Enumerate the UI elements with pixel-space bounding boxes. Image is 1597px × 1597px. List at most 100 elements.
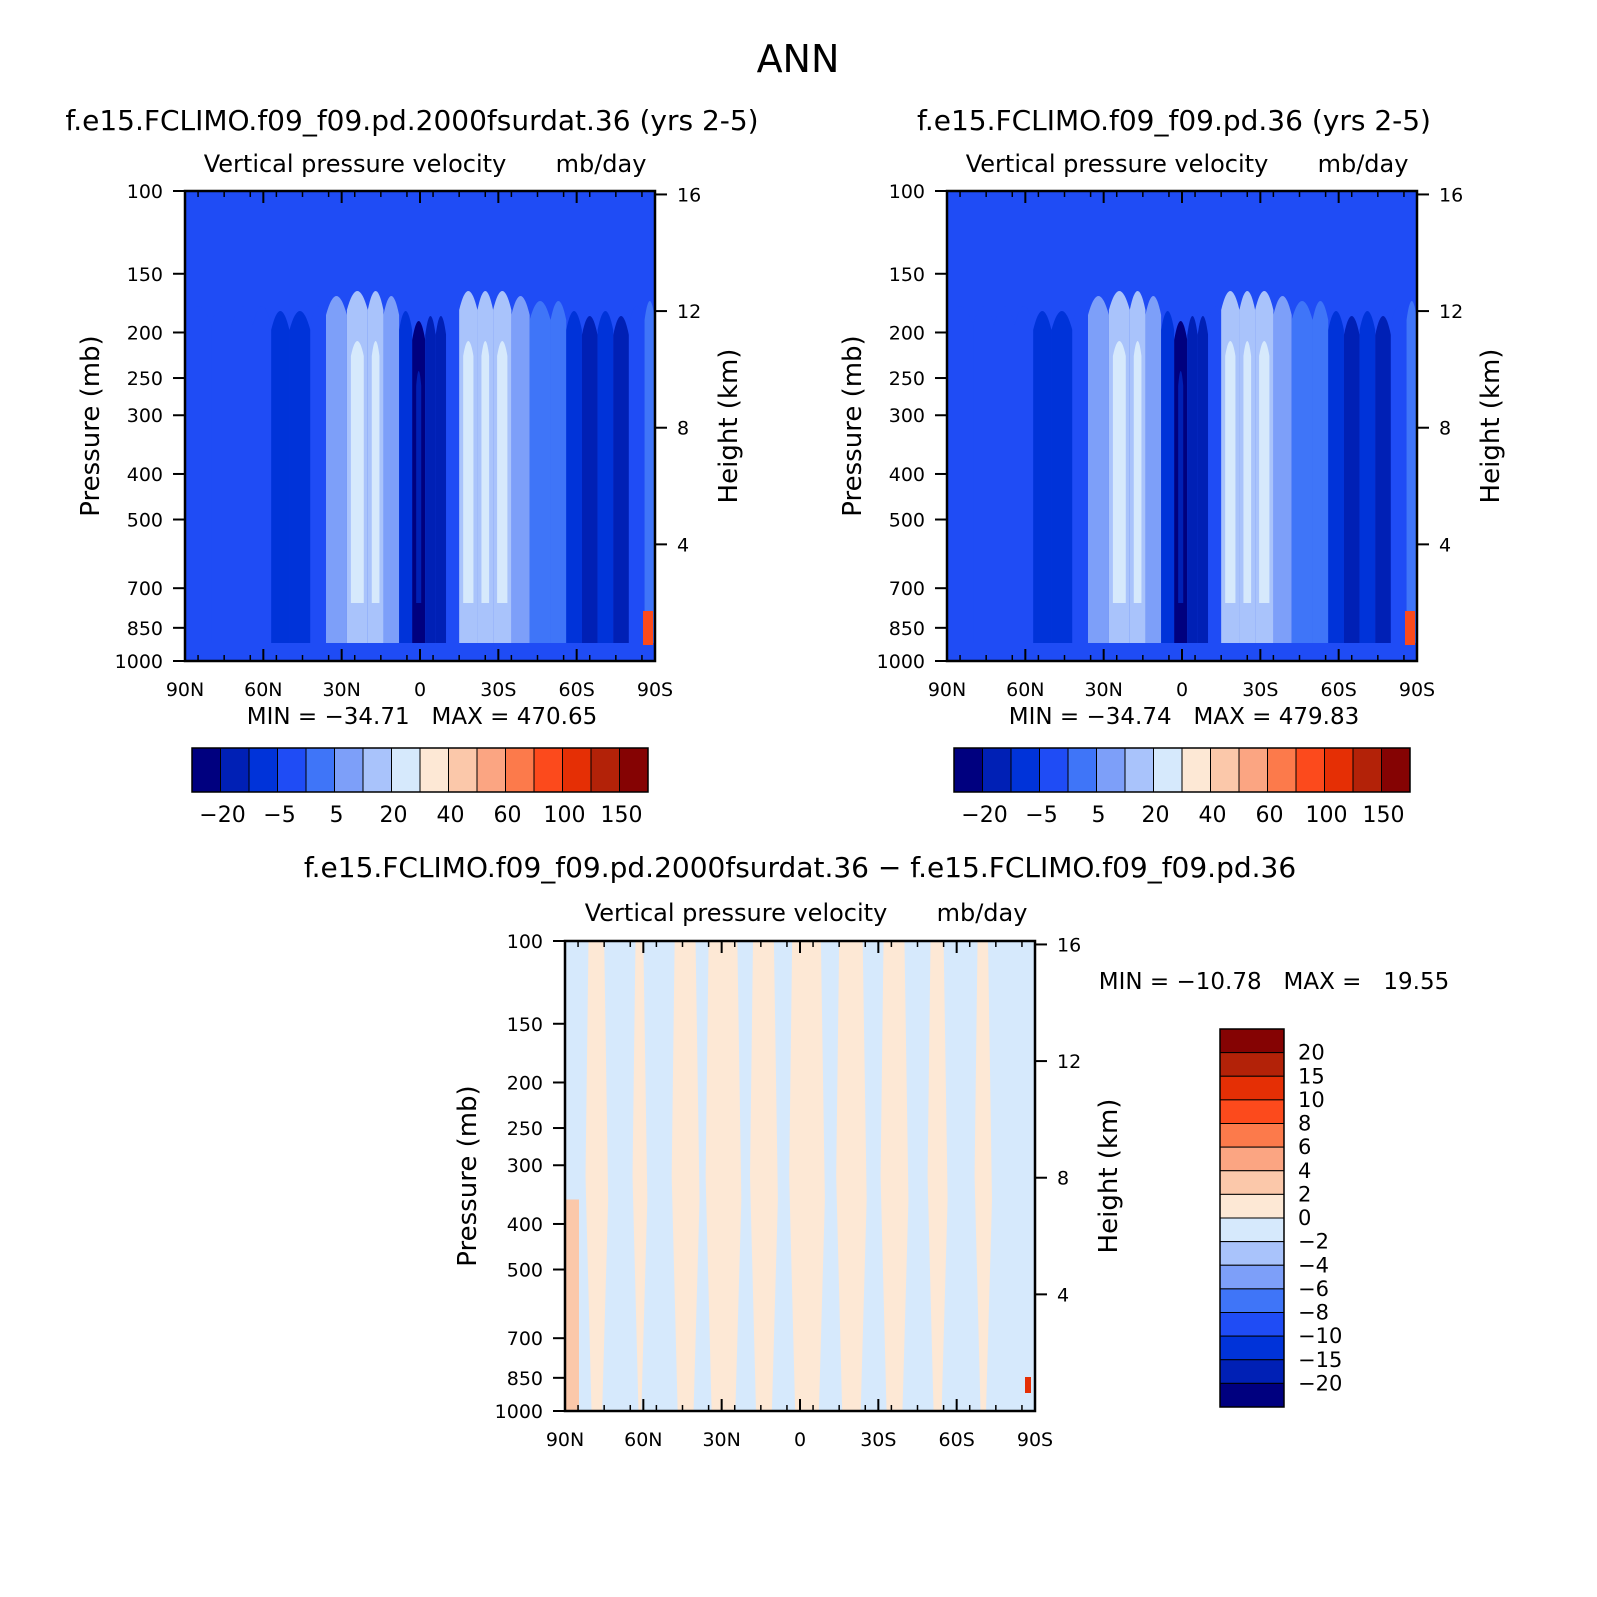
colorbar-swatch — [562, 747, 592, 793]
contour-core — [463, 341, 474, 603]
page-title: ANN — [757, 37, 840, 81]
contour-band — [994, 306, 1015, 643]
colorbar-swatch — [1067, 747, 1097, 793]
contour-band — [435, 316, 447, 643]
contour-band — [1375, 316, 1391, 643]
panel-2-subtitle-left: Vertical pressure velocity — [966, 150, 1269, 178]
y-right-tick-label: 4 — [1439, 534, 1451, 556]
colorbar-label: −5 — [263, 803, 295, 828]
y-tick-label: 850 — [889, 618, 925, 640]
contour-band — [1208, 306, 1222, 643]
y-right-tick-label: 12 — [1057, 1051, 1081, 1073]
surface-hotspot — [1405, 611, 1415, 645]
panel-3-title: f.e15.FCLIMO.f09_f09.pd.2000fsurdat.36 −… — [304, 851, 1296, 884]
colorbar-swatch — [334, 747, 364, 793]
contour-core — [481, 341, 490, 603]
colorbar-swatch — [277, 747, 307, 793]
contour-band — [1291, 301, 1313, 643]
contour-core — [497, 341, 508, 603]
colorbar-label: 100 — [1306, 803, 1348, 828]
colorbar-label: −20 — [199, 803, 245, 828]
colorbar-label: −15 — [1298, 1348, 1342, 1372]
contour-band — [705, 941, 742, 1411]
contour-band — [1014, 306, 1034, 643]
panel-1-colorbar: −20 −5 5 20 40 60 100 150 — [191, 747, 649, 828]
contour-band — [1197, 316, 1209, 643]
colorbar-label: 6 — [1298, 1135, 1311, 1159]
panel-1-subtitle-left: Vertical pressure velocity — [204, 150, 507, 178]
y-tick-label: 250 — [889, 368, 925, 390]
colorbar-swatch — [419, 747, 449, 793]
contour-band — [1033, 311, 1052, 643]
colorbar-swatch — [1219, 1193, 1285, 1219]
panel-2-axes: 90N 60N 30N 0 30S 60S 90S 100 150 200 250 300 400 500… — [877, 181, 1464, 701]
colorbar-swatch — [1039, 747, 1069, 793]
colorbar-label: 0 — [1298, 1206, 1311, 1230]
contour-core — [350, 341, 364, 603]
contour-band — [927, 941, 948, 1411]
colorbar-swatch — [982, 747, 1012, 793]
y-right-tick-label: 12 — [677, 301, 701, 323]
y-tick-label: 850 — [127, 618, 163, 640]
y-tick-label: 700 — [889, 578, 925, 600]
x-tick-label: 90N — [166, 679, 204, 701]
x-tick-label: 60N — [244, 679, 282, 701]
colorbar-swatch — [619, 747, 649, 793]
contour-band — [947, 306, 974, 643]
panel-2-contour-field — [947, 191, 1417, 661]
y-tick-label: 1000 — [495, 1401, 543, 1423]
y-tick-label: 100 — [127, 181, 163, 203]
x-tick-label: 30N — [1084, 679, 1122, 701]
panel-3-contour-field — [565, 941, 1035, 1411]
x-tick-label: 30N — [322, 679, 360, 701]
y-tick-label: 850 — [507, 1368, 543, 1390]
colorbar-label: 60 — [494, 803, 522, 828]
y-tick-label: 500 — [127, 510, 163, 532]
colorbar-swatch — [362, 747, 392, 793]
colorbar-swatch — [1238, 747, 1268, 793]
colorbar-label: 150 — [1363, 803, 1405, 828]
colorbar-label: 2 — [1298, 1182, 1311, 1206]
contour-core — [1178, 371, 1184, 603]
contour-band — [1406, 301, 1417, 643]
contour-band — [326, 296, 347, 643]
colorbar-label: 100 — [544, 803, 586, 828]
contour-band — [1072, 306, 1088, 643]
colorbar-swatch — [1219, 1146, 1285, 1172]
contour-band — [1390, 306, 1407, 643]
contour-band — [1343, 316, 1360, 643]
surface-hotspot — [1025, 1377, 1031, 1393]
colorbar-label: −5 — [1025, 803, 1057, 828]
contour-band — [446, 306, 460, 643]
y-tick-label: 700 — [507, 1328, 543, 1350]
y-tick-label: 300 — [127, 405, 163, 427]
y-tick-label: 300 — [889, 405, 925, 427]
x-tick-label: 0 — [414, 679, 426, 701]
panel-3-ylabel: Pressure (mb) — [453, 1085, 483, 1266]
panel-1-axes: 90N 60N 30N 0 30S 60S 90S 100 150 200 250 300 400 500… — [115, 181, 702, 701]
x-tick-label: 0 — [794, 1429, 806, 1451]
panel-2: f.e15.FCLIMO.f09_f09.pd.36 (yrs 2-5) Ver… — [838, 104, 1506, 828]
y-tick-label: 150 — [889, 264, 925, 286]
x-tick-label: 60N — [624, 1429, 662, 1451]
panel-1-stats: MIN = −34.71 MAX = 470.65 — [247, 704, 597, 730]
contour-band — [271, 311, 290, 643]
panel-1-title: f.e15.FCLIMO.f09_f09.pd.2000fsurdat.36 (… — [65, 104, 758, 137]
contour-band — [310, 306, 326, 643]
contour-band — [671, 941, 700, 1411]
colorbar-label: −20 — [1298, 1371, 1342, 1395]
colorbar-swatch — [1219, 1170, 1285, 1195]
contour-band — [211, 306, 232, 643]
contour-band — [565, 1199, 579, 1411]
colorbar-swatch — [476, 747, 506, 793]
colorbar-swatch — [1219, 1217, 1285, 1243]
contour-band — [1187, 316, 1198, 643]
y-tick-label: 200 — [889, 322, 925, 344]
contour-band — [836, 941, 867, 1411]
y-tick-label: 250 — [127, 368, 163, 390]
contour-band — [1359, 311, 1376, 643]
colorbar-label: 60 — [1256, 803, 1284, 828]
y-tick-label: 200 — [507, 1072, 543, 1094]
x-tick-label: 60S — [559, 679, 595, 701]
